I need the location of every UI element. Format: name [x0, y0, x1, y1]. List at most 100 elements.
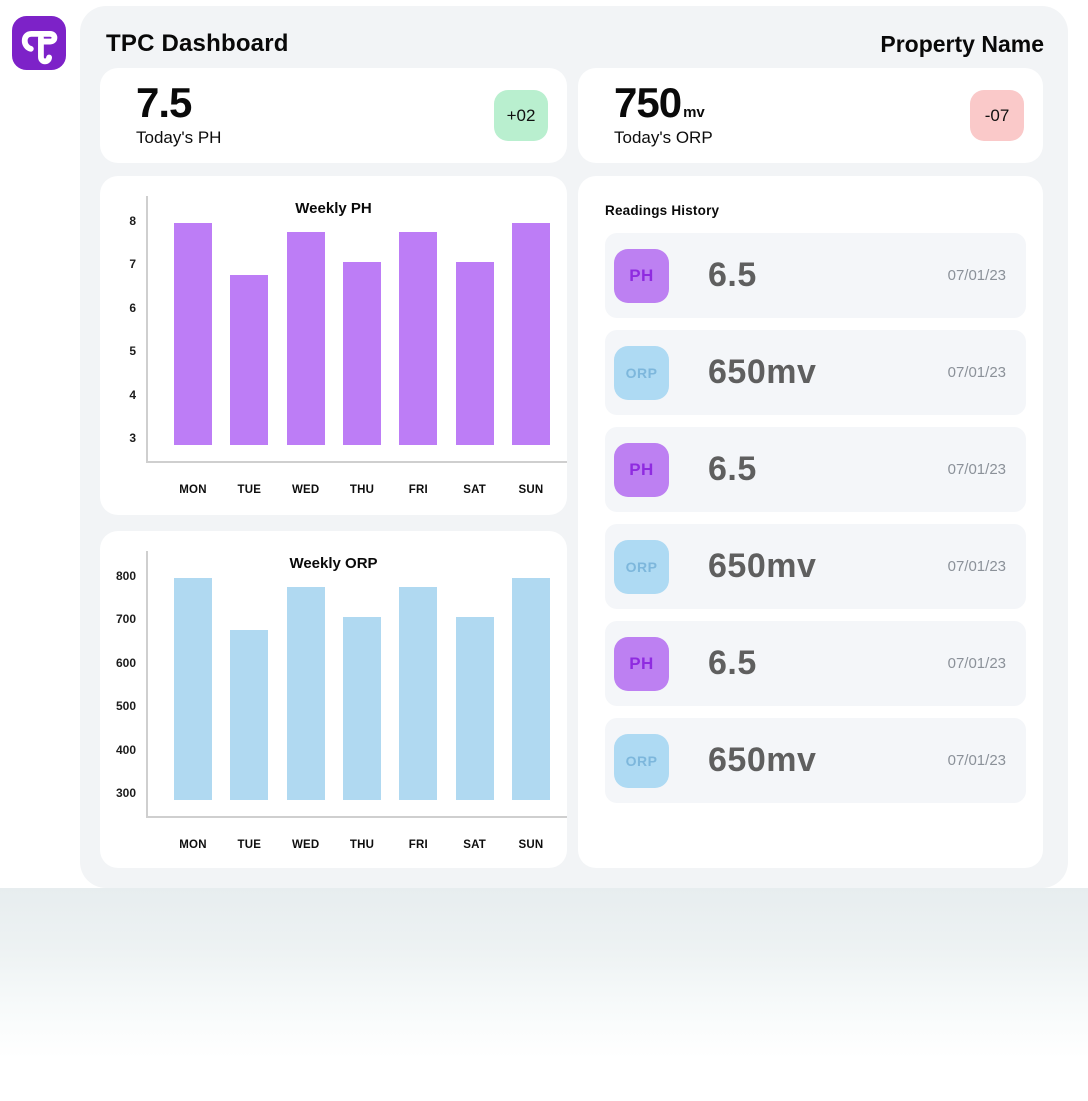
reading-row[interactable]: PH 6.5 07/01/23 [605, 427, 1026, 512]
reading-row[interactable]: PH 6.5 07/01/23 [605, 621, 1026, 706]
today-orp-card: 750 mv Today's ORP -07 [578, 68, 1043, 163]
bar-sat [455, 617, 494, 800]
y-axis-tick-label: 400 [115, 742, 136, 757]
readings-history-title: Readings History [605, 203, 720, 218]
weekly-ph-chart-card: Weekly PH 8 7 6 5 4 3 MON TUE WED THU FRI SAT SUN [100, 176, 567, 515]
reading-type-badge: ORP [614, 345, 669, 400]
x-axis-label-sat: SAT [463, 484, 487, 496]
bar-thu [342, 617, 381, 800]
today-ph-card: 7.5 Today's PH +02 [100, 68, 567, 163]
today-orp-unit: mv [683, 104, 705, 121]
reading-date: 07/01/23 [947, 364, 1006, 381]
ph-delta-badge: +02 [494, 90, 548, 141]
x-axis-label-fri: FRI [408, 484, 428, 496]
bar-wed [286, 232, 325, 445]
reading-row[interactable]: ORP 650mv 07/01/23 [605, 718, 1026, 803]
x-axis-label-thu: THU [349, 484, 375, 496]
reading-value: 6.5 [708, 644, 757, 683]
tpc-logo-icon [12, 16, 66, 70]
y-axis-tick-label: 600 [115, 655, 136, 670]
bar-mon [174, 223, 212, 445]
reading-number: 6.5 [708, 644, 757, 682]
y-axis-tick-label: 8 [129, 214, 136, 228]
y-axis-tick-label: 700 [115, 612, 136, 627]
reading-number: 650 [708, 547, 767, 585]
x-axis-label-sun: SUN [518, 839, 544, 851]
orp-delta-badge: -07 [970, 90, 1024, 141]
page-bottom-gradient [0, 888, 1088, 1058]
x-axis-label-wed: WED [291, 484, 320, 496]
y-axis-tick-label: 6 [129, 300, 136, 315]
y-axis-tick-label: 4 [129, 387, 136, 402]
today-orp-label: Today's ORP [614, 128, 713, 147]
weekly-ph-plot-area [146, 196, 567, 463]
reading-date: 07/01/23 [947, 655, 1006, 672]
reading-unit: mv [766, 353, 817, 391]
reading-type-badge: PH [614, 636, 669, 691]
x-axis-label-fri: FRI [408, 839, 428, 851]
reading-date: 07/01/23 [947, 461, 1006, 478]
reading-type-badge: PH [614, 248, 669, 303]
reading-date: 07/01/23 [947, 752, 1006, 769]
y-axis-tick-label: 800 [115, 569, 136, 583]
reading-number: 6.5 [708, 256, 757, 294]
readings-history-panel: Readings History PH 6.5 07/01/23 ORP 650… [578, 176, 1043, 868]
today-orp-number: 750 [614, 79, 682, 126]
y-axis-tick-label: 300 [115, 786, 136, 800]
x-axis-label-wed: WED [291, 839, 320, 851]
bar-sat [455, 262, 494, 445]
reading-value: 650mv [708, 353, 816, 392]
reading-row[interactable]: ORP 650mv 07/01/23 [605, 524, 1026, 609]
x-axis-label-mon: MON [179, 484, 207, 496]
x-axis-label-thu: THU [349, 839, 375, 851]
reading-type-badge: PH [614, 442, 669, 497]
bar-thu [342, 262, 381, 445]
today-ph-number: 7.5 [136, 79, 192, 126]
main-content: TPC Dashboard Property Name 7.5 Today's … [80, 6, 1068, 888]
bar-mon [174, 578, 212, 800]
bar-wed [286, 587, 325, 800]
today-ph-value: 7.5 [136, 82, 193, 124]
property-name: Property Name [880, 31, 1044, 57]
reading-row[interactable]: ORP 650mv 07/01/23 [605, 330, 1026, 415]
reading-type-badge: ORP [614, 733, 669, 788]
bar-sun [511, 578, 550, 800]
y-axis-tick-label: 500 [115, 699, 136, 714]
y-axis-tick-label: 3 [129, 431, 136, 445]
bar-tue [230, 630, 269, 800]
x-axis-label-tue: TUE [237, 839, 262, 851]
x-axis-label-sat: SAT [463, 839, 487, 851]
weekly-orp-plot-area [146, 551, 567, 818]
bar-sun [511, 223, 550, 445]
weekly-orp-chart-card: Weekly ORP 800 700 600 500 400 300 MON TUE WED TH… [100, 531, 567, 868]
weekly-orp-chart-title: Weekly ORP [289, 555, 378, 572]
tpc-logo[interactable] [12, 16, 66, 70]
reading-date: 07/01/23 [947, 267, 1006, 284]
dashboard-app: TPC Dashboard Property Name 7.5 Today's … [0, 0, 1068, 888]
x-axis-label-sun: SUN [518, 484, 544, 496]
today-orp-value: 750 mv [614, 82, 705, 124]
reading-unit: mv [766, 547, 817, 585]
reading-number: 6.5 [708, 450, 757, 488]
reading-number: 650 [708, 741, 767, 779]
reading-value: 6.5 [708, 450, 757, 489]
y-axis-tick-label: 5 [129, 344, 136, 359]
x-axis-label-tue: TUE [237, 484, 262, 496]
reading-row[interactable]: PH 6.5 07/01/23 [605, 233, 1026, 318]
reading-value: 6.5 [708, 256, 757, 295]
bar-fri [399, 232, 438, 445]
bar-tue [230, 275, 269, 445]
bar-fri [399, 587, 438, 800]
page-title: TPC Dashboard [106, 30, 289, 57]
reading-unit: mv [766, 741, 817, 779]
reading-value: 650mv [708, 741, 816, 780]
today-ph-label: Today's PH [136, 128, 222, 147]
reading-date: 07/01/23 [947, 558, 1006, 575]
reading-number: 650 [708, 353, 767, 391]
reading-type-badge: ORP [614, 539, 669, 594]
y-axis-tick-label: 7 [129, 257, 136, 272]
x-axis-label-mon: MON [179, 839, 207, 851]
sidebar [0, 0, 80, 888]
weekly-ph-chart-title: Weekly PH [295, 200, 372, 217]
